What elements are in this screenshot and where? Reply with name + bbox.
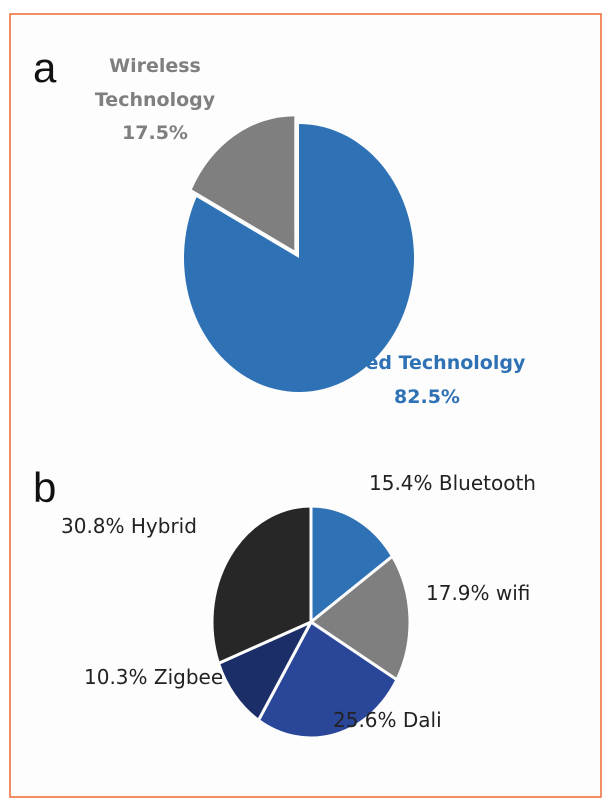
slice-value-wired: 82.5% xyxy=(394,386,460,408)
pie-slice-wired-technololgy xyxy=(183,124,414,392)
slice-label-wired: Wired Technololgy xyxy=(329,352,526,374)
pie-chart-b xyxy=(210,504,412,740)
panel-label-a: a xyxy=(33,44,57,91)
slice-label-dali: 25.6% Dali xyxy=(333,708,442,732)
panel-label-b: b xyxy=(33,464,56,511)
pie-slice-wireless-technology xyxy=(191,116,295,251)
slice-label-wireless-line1: Wireless xyxy=(109,55,201,77)
pie-slice-hybrid xyxy=(210,504,313,665)
pie-chart-a xyxy=(183,116,414,392)
slice-label-hybrid: 30.8% Hybrid xyxy=(61,514,197,538)
slice-label-zigbee: 10.3% Zigbee xyxy=(84,665,223,689)
slice-label-wireless-line2: Technology xyxy=(95,89,216,111)
pie-slice-wifi xyxy=(309,554,412,682)
slice-label-bluetooth: 15.4% Bluetooth xyxy=(369,471,536,495)
pie-slice-dali xyxy=(256,620,399,740)
pie-slice-bluetooth xyxy=(309,504,395,624)
slice-value-wireless: 17.5% xyxy=(122,122,188,144)
slice-label-wifi: 17.9% wifi xyxy=(426,581,530,605)
